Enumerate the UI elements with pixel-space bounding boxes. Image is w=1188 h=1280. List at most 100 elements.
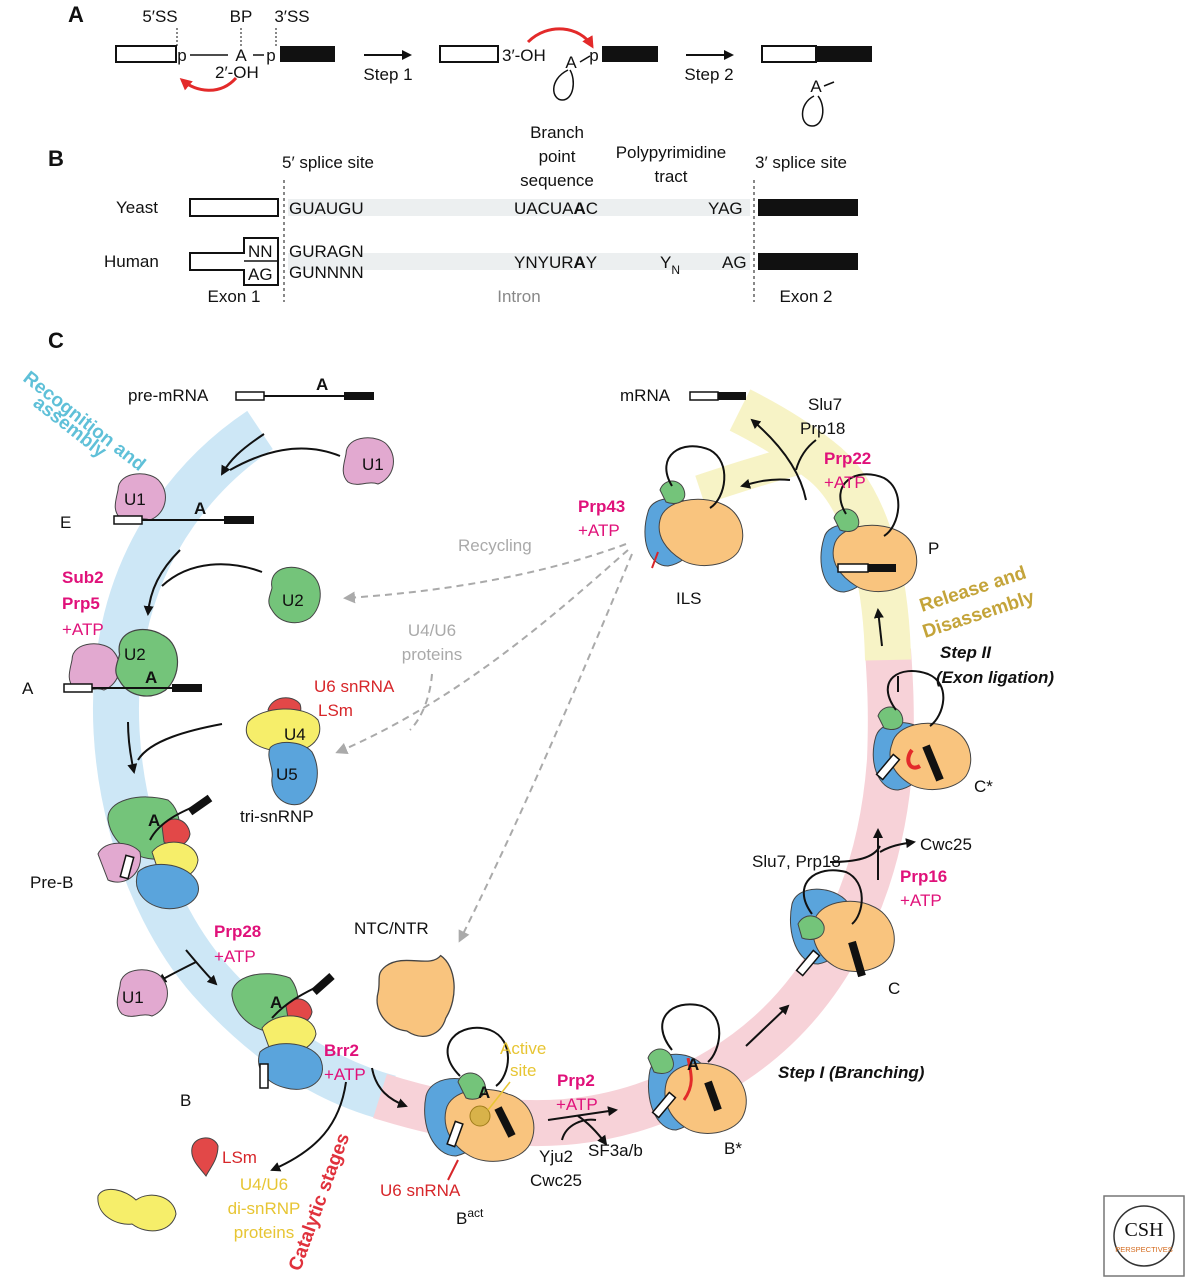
- atp-label-6: +ATP: [824, 473, 866, 492]
- phosphate-label-1: p: [177, 46, 186, 65]
- pre-mrna-exon1: [235, 391, 265, 401]
- tri-snrnp-label: tri-snRNP: [240, 807, 314, 826]
- header-branch-2: point: [539, 147, 576, 166]
- u1-label-e: U1: [124, 490, 146, 509]
- header-branch-3: sequence: [520, 171, 594, 190]
- slu7-label: Slu7: [808, 395, 842, 414]
- arrow-to-bstar: [547, 1106, 618, 1121]
- atp-label-7: +ATP: [578, 521, 620, 540]
- u4-label: U4: [284, 725, 306, 744]
- human-yn: YN: [660, 253, 680, 277]
- arrow-tri-join: [137, 723, 223, 761]
- exon1-label: Exon 1: [208, 287, 261, 306]
- step-i-label: Step I (Branching): [778, 1063, 925, 1082]
- logo-text-1: CSH: [1125, 1219, 1164, 1241]
- u5-particle: [268, 742, 318, 806]
- track-catalytic: [373, 648, 914, 1147]
- di-snrnp-label-1: U4/U6: [240, 1175, 288, 1194]
- row-yeast-label: Yeast: [116, 198, 158, 217]
- yeast-exon2: [758, 199, 858, 216]
- u4-particle: [245, 708, 321, 753]
- pre-mrna-exon2: [344, 392, 374, 400]
- arrow-slu7-join: [829, 845, 881, 863]
- arrow-to-mrna: [750, 418, 807, 501]
- label-5ss: 5′SS: [142, 7, 177, 26]
- red-attack-arrow-2: [526, 27, 594, 49]
- u6-snrna-label-2: U6 snRNA: [380, 1181, 461, 1200]
- ligated-exon1: [761, 45, 817, 63]
- panel-b: B 5′ splice site Branch point sequence P…: [48, 123, 858, 306]
- recycle-arrow-tri: [335, 549, 629, 754]
- logo-text-2: PERSPECTIVES: [1115, 1245, 1173, 1254]
- panel-a-label: A: [68, 2, 84, 27]
- bstar-branch-a: A: [687, 1055, 699, 1074]
- pre-mrna-label: pre-mRNA: [128, 386, 209, 405]
- recycle-arrow-ntc: [458, 553, 633, 943]
- human-exon2: [758, 253, 858, 270]
- prp28-label: Prp28: [214, 922, 261, 941]
- di-snrnp-particle: [97, 1188, 177, 1232]
- oh2-label: 2′-OH: [215, 63, 259, 82]
- complex-ils-label: ILS: [676, 589, 702, 608]
- arrow-lsm-release: [270, 1081, 347, 1172]
- complex-e-label: E: [60, 513, 71, 532]
- u5-label: U5: [276, 765, 298, 784]
- yeast-intron-band: [288, 199, 750, 216]
- arrow-to-e: [221, 433, 265, 476]
- branch-a-label-2: A: [565, 53, 577, 72]
- slu7-prp18-label-1: Slu7, Prp18: [752, 852, 841, 871]
- active-site-label-1: Active: [500, 1039, 546, 1058]
- header-3ss: 3′ splice site: [755, 153, 847, 172]
- bact-branch-a: A: [478, 1083, 490, 1102]
- arrow-u1-join: [229, 447, 341, 471]
- lariat-a-label: A: [810, 77, 822, 96]
- cstar-complex: [872, 670, 972, 791]
- human-ag: AG: [248, 265, 273, 284]
- header-5ss: 5′ splice site: [282, 153, 374, 172]
- u2-label-free: U2: [282, 591, 304, 610]
- u4u6-proteins-label-2: proteins: [402, 645, 462, 664]
- human-5ss-seq-2: GUNNNN: [289, 263, 364, 282]
- ntc-particle: [376, 954, 455, 1037]
- yeast-3ss-seq: YAG: [708, 199, 743, 218]
- mrna-label: mRNA: [620, 386, 671, 405]
- arrow-to-bact: [371, 1067, 408, 1108]
- header-poly-1: Polypyrimidine: [616, 143, 727, 162]
- arrow-yju2-join: [561, 1118, 597, 1141]
- panel-b-label: B: [48, 146, 64, 171]
- recycling-label: Recycling: [458, 536, 532, 555]
- mrna-exon1: [689, 391, 719, 401]
- pre-mrna-a: A: [316, 375, 328, 394]
- b-branch-a: A: [270, 993, 282, 1012]
- panel-a: A 5′SS BP 3′SS p A p 2′-OH Step 1 3′-OH …: [68, 2, 872, 127]
- exon2-label: Exon 2: [780, 287, 833, 306]
- recycle-u4u6-pointer: [409, 673, 433, 731]
- label-bp: BP: [230, 7, 253, 26]
- phosphate-label-3: p: [589, 46, 598, 65]
- di-snrnp-label-3: proteins: [234, 1223, 294, 1242]
- arrow-to-p: [873, 608, 884, 647]
- cwc25-label-2: Cwc25: [920, 835, 972, 854]
- step1-label: Step 1: [363, 65, 412, 84]
- mrna-exon2: [718, 392, 746, 400]
- ils-complex: [644, 445, 744, 569]
- stage-recognition-1: Recognition and: [19, 367, 149, 475]
- arrow-slu7-release: [795, 439, 817, 471]
- atp-label-3: +ATP: [324, 1065, 366, 1084]
- arrow-to-preb: [127, 721, 138, 774]
- arrow-to-b: [185, 949, 218, 986]
- complex-preb-label: Pre-B: [30, 873, 73, 892]
- step-ii-label-2: (Exon ligation): [936, 668, 1054, 687]
- arrow-sf3-release: [577, 1115, 608, 1146]
- complex-bstar-label: B*: [724, 1139, 742, 1158]
- human-5ss-seq-1: GURAGN: [289, 242, 364, 261]
- p-complex: [820, 473, 918, 593]
- oh3-label: 3′-OH: [502, 46, 546, 65]
- panel-c: C Recognition and assembly Catalytic sta…: [19, 328, 1054, 1274]
- prp16-label: Prp16: [900, 867, 947, 886]
- human-bp-seq: YNYURAY: [514, 253, 597, 272]
- atp-label-1: +ATP: [62, 620, 104, 639]
- a-branch-a: A: [145, 668, 157, 687]
- u6-snrna-label: U6 snRNA: [314, 677, 395, 696]
